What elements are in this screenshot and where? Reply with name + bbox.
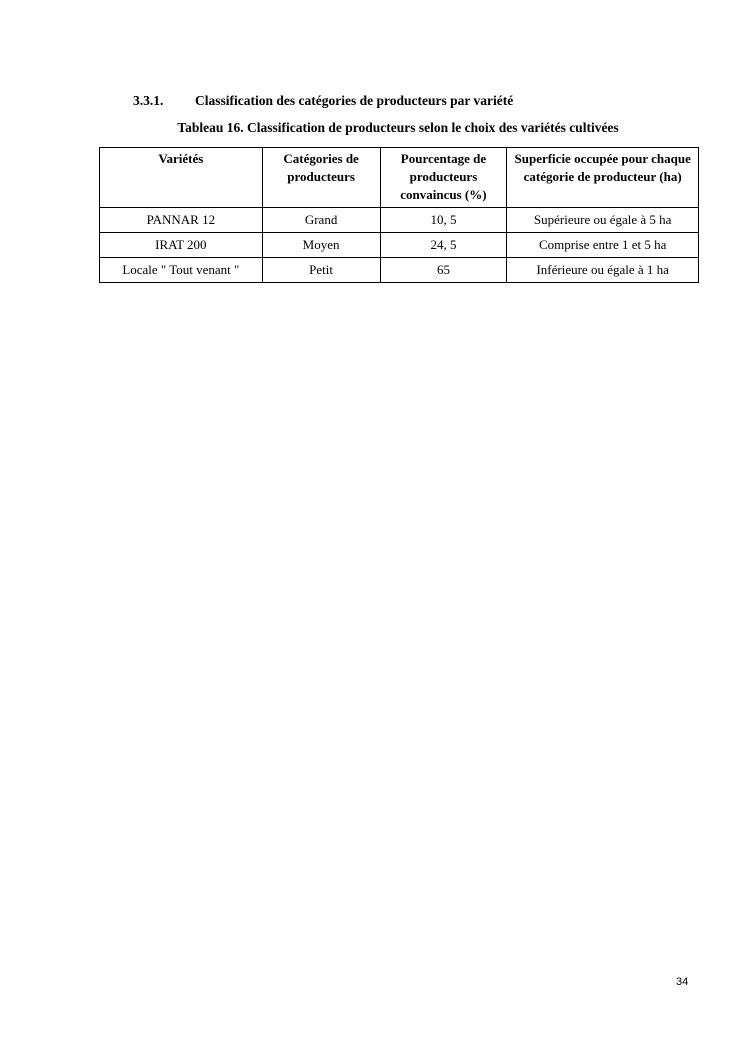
- section-number: 3.3.1.: [133, 93, 164, 108]
- page-number: 34: [676, 976, 689, 988]
- table-cell: Inférieure ou égale à 1 ha: [506, 257, 699, 283]
- table-cell: PANNAR 12: [99, 207, 263, 233]
- header-cell: Superficie occupée pour chaque catégorie…: [506, 147, 699, 208]
- table-row: Locale " Tout venant " Petit 65 Inférieu…: [99, 257, 699, 283]
- table-cell: Grand: [261, 207, 381, 233]
- table-cell: Moyen: [261, 232, 381, 258]
- table-header-row: Variétés Catégories de producteurs Pourc…: [99, 147, 699, 208]
- table-cell: IRAT 200: [99, 232, 263, 258]
- header-cell: Catégories de producteurs: [261, 147, 381, 208]
- table-cell: Comprise entre 1 et 5 ha: [506, 232, 699, 258]
- table-cell: 24, 5: [379, 232, 508, 258]
- table-cell: Petit: [261, 257, 381, 283]
- section-title: Classification des catégories de product…: [195, 93, 514, 108]
- section-heading: 3.3.1. Classification des catégories de p…: [133, 93, 513, 109]
- table-cell: Supérieure ou égale à 5 ha: [506, 207, 699, 233]
- header-cell: Pourcentage de producteurs convaincus (%…: [379, 147, 508, 208]
- table-caption: Tableau 16. Classification de producteur…: [177, 120, 619, 135]
- table-row: IRAT 200 Moyen 24, 5 Comprise entre 1 et…: [99, 232, 699, 258]
- table-row: PANNAR 12 Grand 10, 5 Supérieure ou égal…: [99, 207, 699, 233]
- header-cell: Variétés: [99, 147, 263, 208]
- table-cell: 65: [379, 257, 508, 283]
- table-cell: 10, 5: [379, 207, 508, 233]
- table-cell: Locale " Tout venant ": [99, 257, 263, 283]
- classification-table: Variétés Catégories de producteurs Pourc…: [99, 147, 699, 283]
